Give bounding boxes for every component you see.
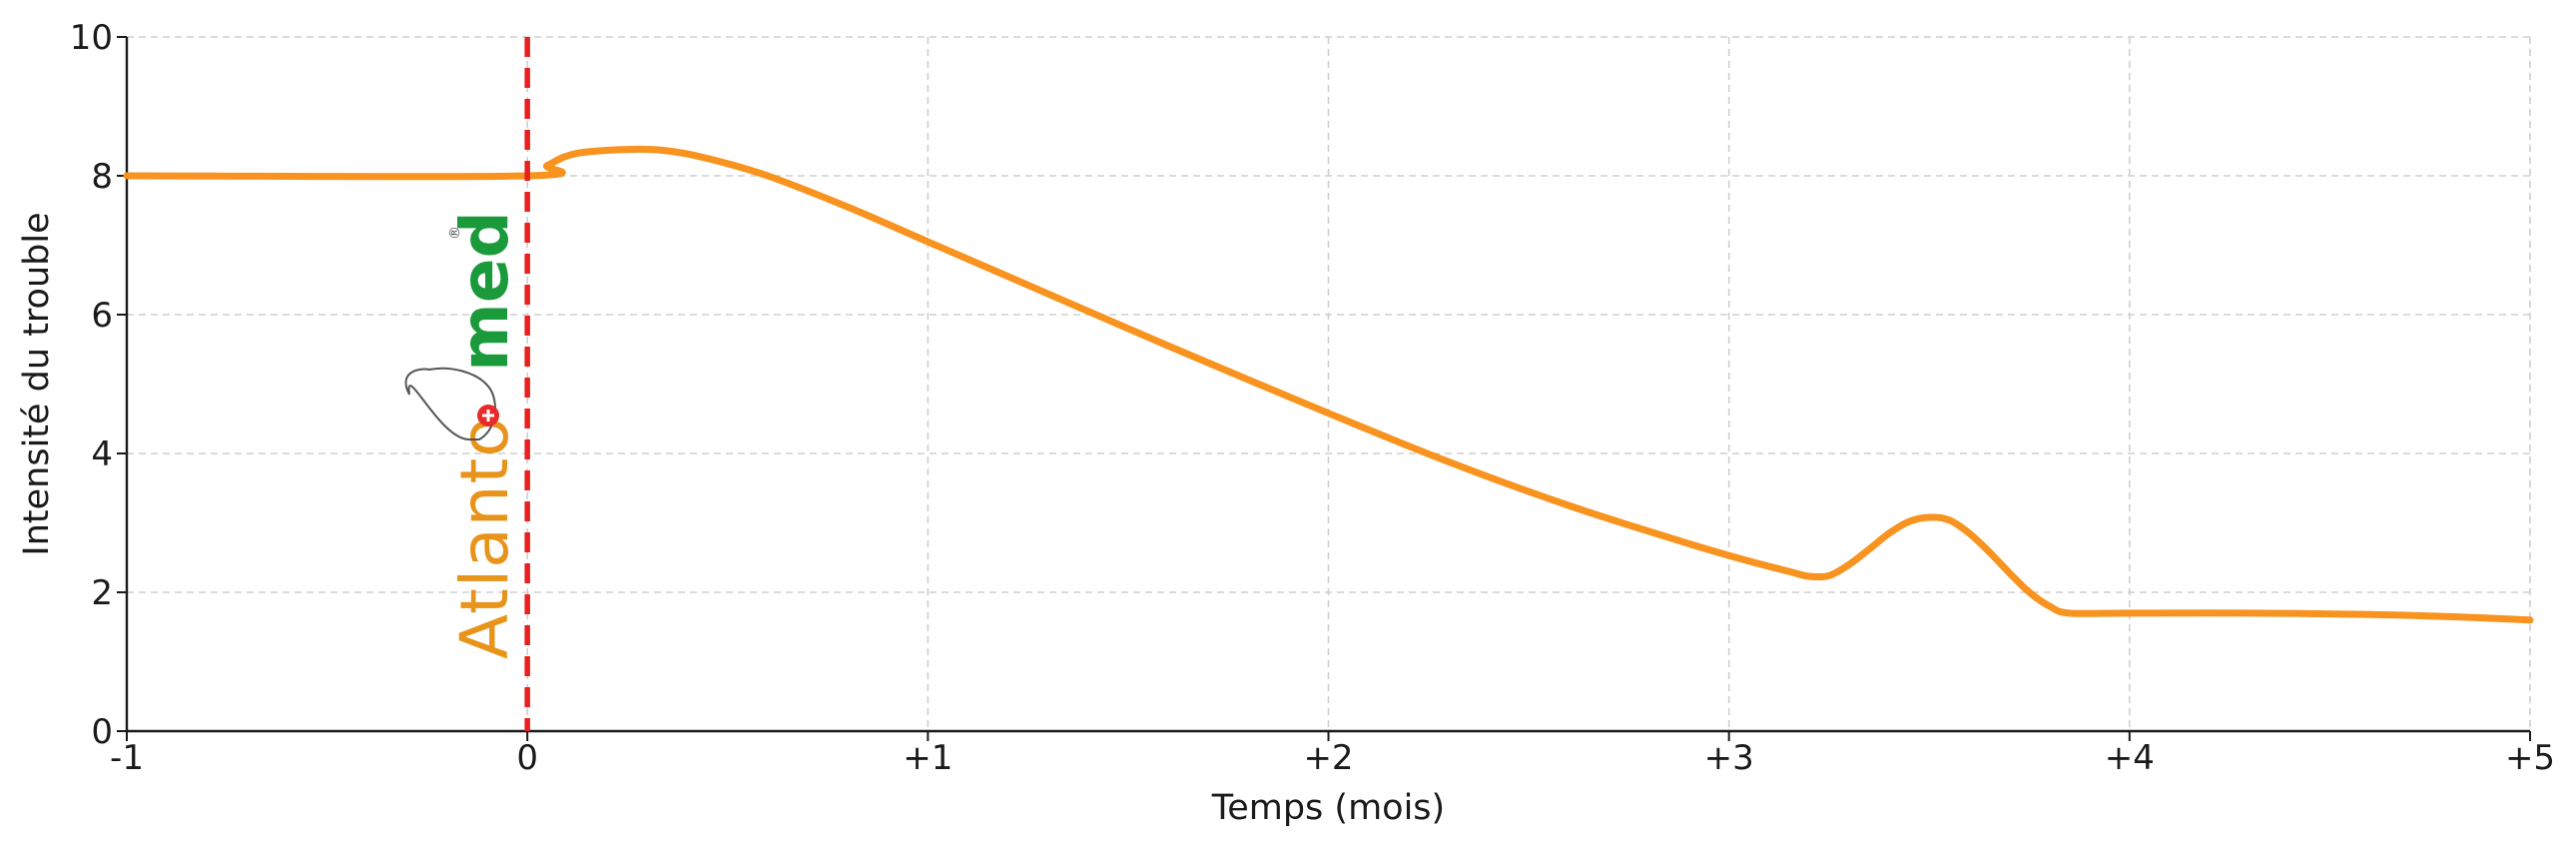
x-tick-label: +4 xyxy=(2105,738,2155,778)
y-tick-label: 8 xyxy=(91,157,113,197)
x-tick-label: 0 xyxy=(516,738,538,778)
x-tick-label: +2 xyxy=(1303,738,1353,778)
x-tick-label: +1 xyxy=(903,738,953,778)
y-tick-label: 6 xyxy=(91,296,113,336)
logo-registered-mark: ® xyxy=(447,226,463,240)
y-tick-label: 2 xyxy=(91,573,113,613)
atlantomed-logo: Atlanto med® xyxy=(404,211,523,659)
y-tick-label: 4 xyxy=(91,434,113,474)
cross-mark xyxy=(482,410,494,422)
y-tick-label: 10 xyxy=(70,18,113,58)
x-tick-label: +5 xyxy=(2505,738,2555,778)
x-tick-label: +3 xyxy=(1704,738,1754,778)
x-axis-title: Temps (mois) xyxy=(1211,788,1445,828)
y-tick-label: 0 xyxy=(91,712,113,752)
logo-text-accent: med xyxy=(446,211,523,372)
series-line xyxy=(123,145,2534,624)
x-tick-label: -1 xyxy=(110,738,144,778)
y-axis-title: Intensité du trouble xyxy=(17,212,57,555)
logo-wordmark: Atlanto med® xyxy=(446,211,523,659)
logo-text-main: Atlanto xyxy=(446,416,523,659)
chart-series xyxy=(123,145,2534,624)
head-outline-icon xyxy=(404,367,496,440)
